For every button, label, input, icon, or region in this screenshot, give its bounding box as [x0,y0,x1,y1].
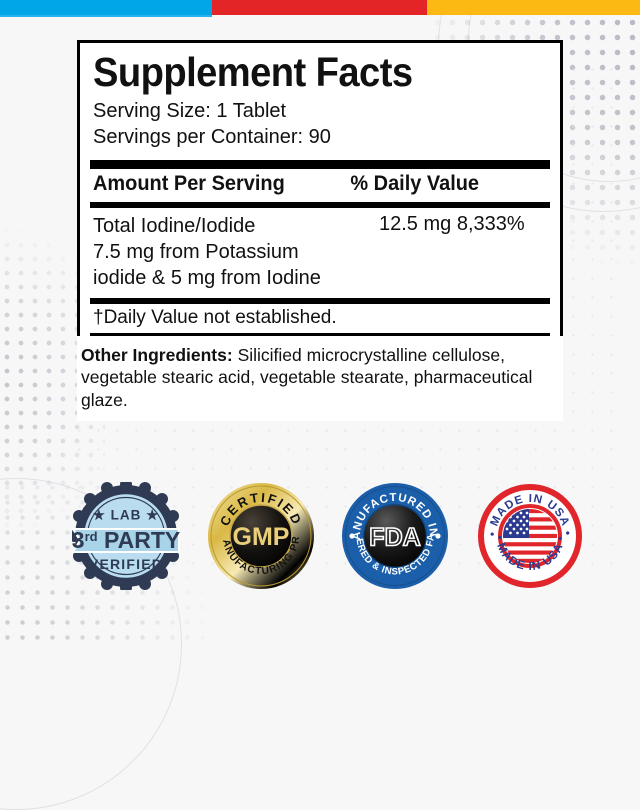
gmp-certified-icon: ★ CERTIFIED ★ GOOD MANUFACTURING PRACTIC… [207,482,314,589]
daily-value-footnote: †Daily Value not established. [90,304,550,336]
certification-badges-row: ★ LAB ★ 3rd PARTY VERIFIED 3rd PARTY [72,478,584,594]
other-ingredients: Other Ingredients: Silicified microcryst… [77,336,563,411]
svg-text:VERIFIED: VERIFIED [89,556,163,572]
page-title: Supplement Facts [93,49,413,95]
nutrient-name: Total Iodine/Iodide 7.5 mg from Potassiu… [93,213,373,291]
nutrient-name-line-3: iodide & 5 mg from Iodine [93,266,321,289]
top-bar-segment-yellow [427,0,640,15]
rule-above-column-headers [90,159,550,169]
other-ingredients-heading: Other Ingredients: [81,344,233,365]
badge-made-in-usa: • MADE IN USA • • MADE IN USA • MADE IN … [476,482,584,590]
badge-lab-3rd-party-verified: ★ LAB ★ 3rd PARTY VERIFIED 3rd PARTY [72,482,180,590]
badge-fda-registered-facility: MANUFACTURED IN A REGISTERED & INSPECTED… [341,482,449,590]
column-header-amount-per-serving: Amount Per Serving [93,171,285,195]
svg-text:FDA: FDA [370,524,421,552]
column-header-daily-value: % Daily Value [349,171,479,195]
nutrient-name-line-2: 7.5 mg from Potassium [93,240,299,263]
top-color-bar [0,0,640,15]
table-header-row: Amount Per Serving % Daily Value [90,169,550,199]
svg-text:GMP: GMP [232,523,289,551]
supplement-facts-table: Supplement Facts Serving Size: 1 Tablet … [77,40,563,336]
nutrient-amount-and-daily-value: 12.5 mg 8,333% [379,212,525,235]
serving-size-line: Serving Size: 1 Tablet [93,99,287,122]
top-bar-segment-red [212,0,427,15]
svg-text:★ LAB ★: ★ LAB ★ [93,508,159,523]
table-row: Total Iodine/Iodide 7.5 mg from Potassiu… [90,208,550,295]
nutrient-name-line-1: Total Iodine/Iodide [93,214,256,237]
supplement-facts-panel: Supplement Facts Serving Size: 1 Tablet … [77,40,563,421]
top-bar-underline [0,15,212,17]
servings-per-container-line: Servings per Container: 90 [93,126,331,149]
fda-registered-facility-icon: MANUFACTURED IN A REGISTERED & INSPECTED… [341,482,449,589]
badge-gmp-certified: ★ CERTIFIED ★ GOOD MANUFACTURING PRACTIC… [207,482,315,590]
top-bar-segment-blue [0,0,212,15]
lab-3rd-party-verified-icon: ★ LAB ★ 3rd PARTY VERIFIED [72,482,180,590]
made-in-usa-icon: • MADE IN USA • • MADE IN USA • [477,484,582,588]
